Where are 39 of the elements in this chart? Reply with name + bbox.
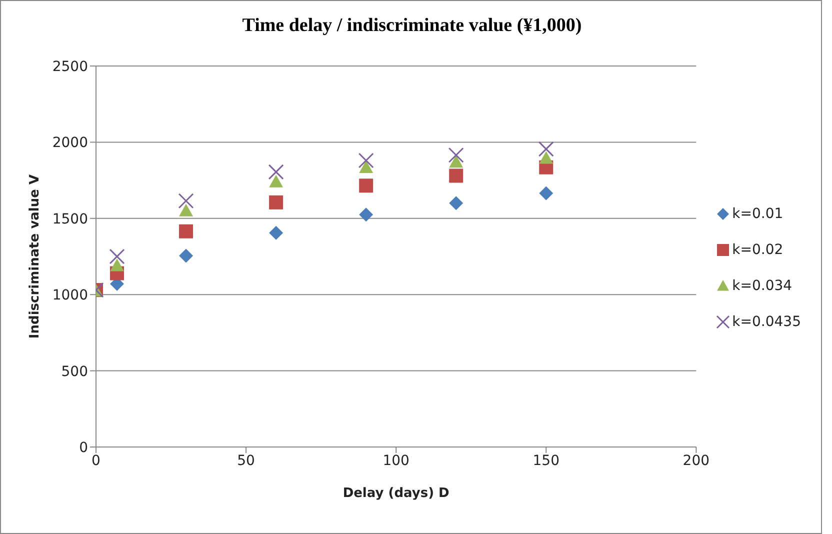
point [110, 258, 124, 272]
point [269, 226, 284, 240]
point [449, 155, 464, 168]
x-tick-label: 100 [382, 452, 410, 469]
y-tick-label: 2000 [52, 135, 88, 152]
point [269, 195, 284, 210]
y-tick-label: 1000 [52, 288, 88, 304]
point [358, 152, 374, 168]
chart-title: Time delay / indiscriminate value (¥1,000) [241, 15, 583, 37]
y-tick-label: 500 [61, 364, 88, 380]
point [179, 248, 194, 263]
x-axis-title: Delay (days) D [342, 486, 450, 501]
point [179, 204, 194, 216]
point [449, 168, 464, 183]
x-tick-label: 0 [92, 452, 100, 469]
point [359, 208, 374, 222]
legend-label: k=0.034 [732, 278, 792, 294]
point [178, 193, 194, 209]
y-axis-title: Indiscriminate value V [28, 174, 43, 339]
point [109, 248, 125, 264]
legend-label: k=0.02 [732, 242, 784, 258]
y-tick-label: 1500 [52, 211, 88, 228]
x-tick-label: 200 [682, 452, 710, 469]
point [268, 164, 284, 180]
y-tick-label: 0 [79, 440, 88, 456]
legend-label: k=0.0435 [732, 314, 801, 330]
point [179, 224, 194, 238]
x-tick-label: 50 [237, 452, 255, 469]
point [269, 174, 284, 188]
point [449, 196, 464, 210]
y-tick-label: 2500 [52, 58, 88, 75]
point [539, 151, 554, 164]
x-tick-label: 150 [532, 452, 560, 469]
point [359, 160, 374, 173]
point [359, 178, 374, 193]
point [539, 186, 554, 200]
point [448, 147, 464, 163]
point [538, 141, 554, 157]
legend-label: k=0.01 [732, 206, 784, 222]
